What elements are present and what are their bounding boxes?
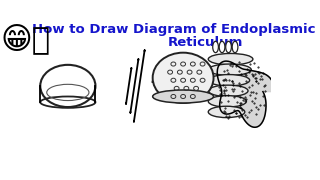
Text: 😁👍: 😁👍 — [1, 23, 51, 54]
Text: Reticulum: Reticulum — [168, 36, 244, 49]
Ellipse shape — [226, 41, 231, 53]
Polygon shape — [217, 61, 274, 127]
Ellipse shape — [153, 90, 213, 103]
Ellipse shape — [208, 75, 250, 86]
Ellipse shape — [208, 64, 251, 75]
Ellipse shape — [153, 53, 213, 103]
Ellipse shape — [208, 53, 253, 65]
Ellipse shape — [208, 96, 246, 107]
Ellipse shape — [208, 106, 245, 118]
Ellipse shape — [232, 41, 238, 53]
Ellipse shape — [219, 41, 225, 53]
Ellipse shape — [208, 85, 248, 96]
Ellipse shape — [213, 41, 219, 53]
Text: How to Draw Diagram of Endoplasmic: How to Draw Diagram of Endoplasmic — [32, 23, 315, 36]
